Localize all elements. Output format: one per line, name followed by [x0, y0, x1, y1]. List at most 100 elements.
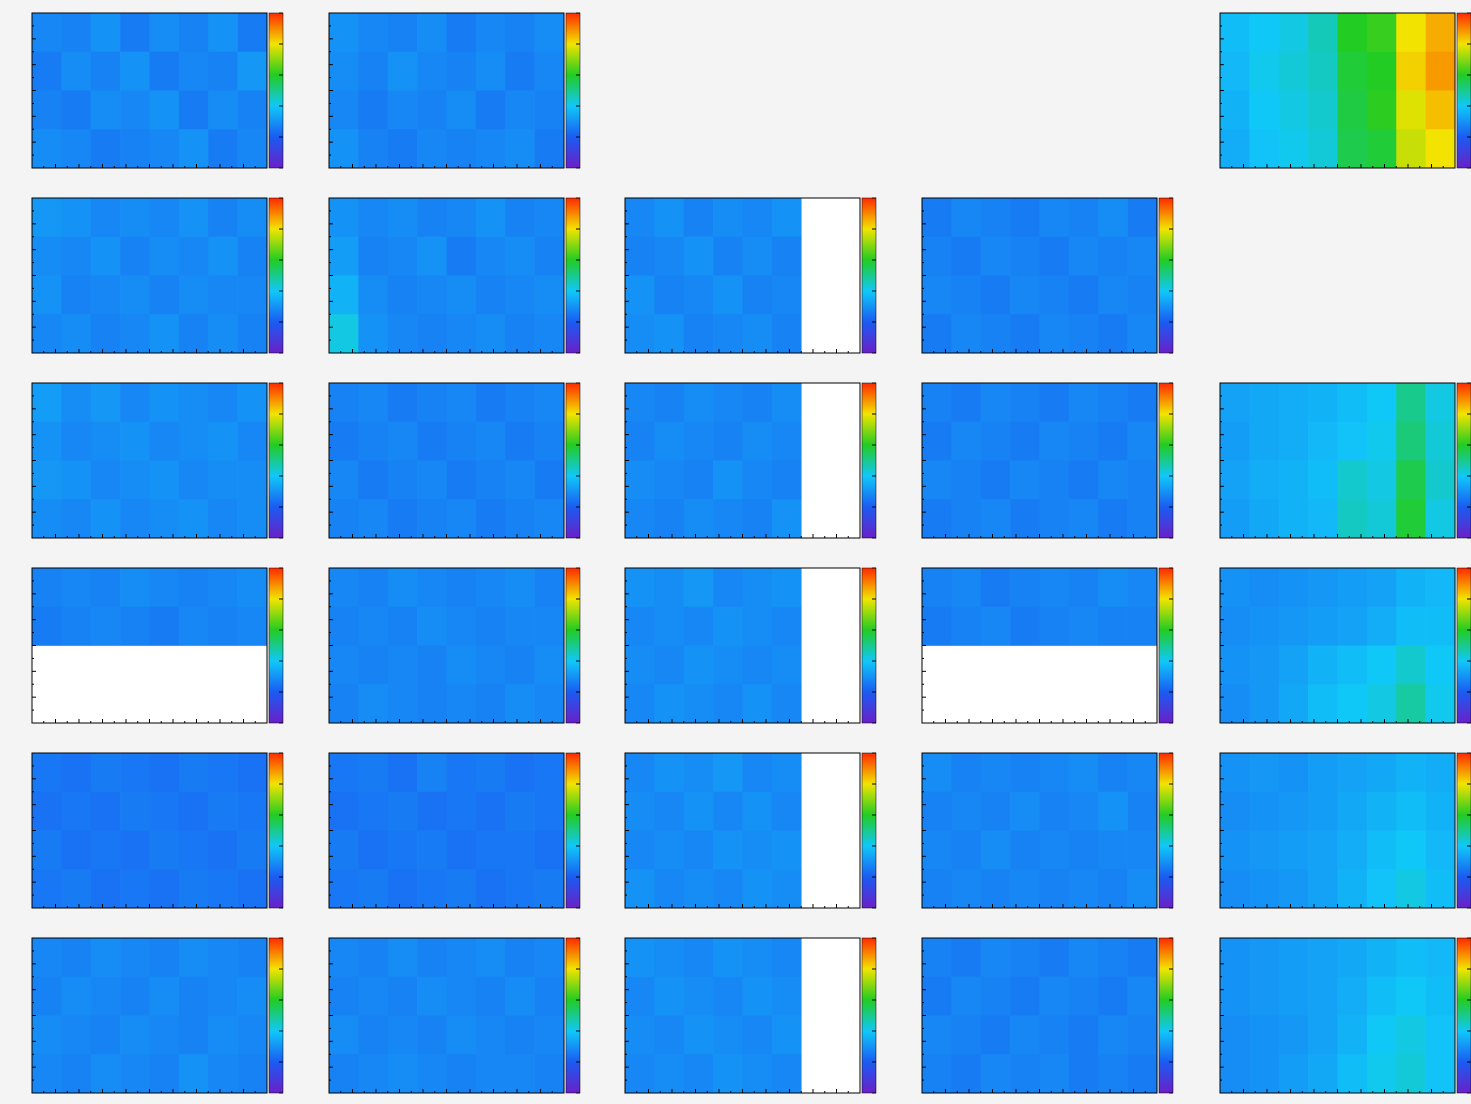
heatmap-cell — [237, 314, 268, 354]
heatmap-cell — [329, 1054, 359, 1094]
heatmap-cell — [149, 568, 180, 608]
heatmap-cell — [1337, 976, 1368, 1016]
heatmap-cell — [1098, 275, 1128, 315]
heatmap-cell — [1366, 938, 1397, 978]
heatmap-cell — [683, 976, 714, 1016]
heatmap-cell — [742, 275, 773, 315]
heatmap-cell — [742, 830, 773, 870]
heatmap-panel — [31, 937, 284, 1094]
heatmap-cell — [90, 198, 121, 238]
heatmap-cell — [713, 684, 743, 724]
heatmap-cell — [1337, 90, 1368, 130]
heatmap-cell — [1425, 460, 1456, 500]
heatmap-cell — [1249, 460, 1280, 500]
heatmap-cell — [742, 1015, 773, 1055]
heatmap-cell — [922, 421, 952, 461]
heatmap-cell — [1098, 869, 1128, 909]
heatmap-panel — [31, 197, 284, 354]
heatmap-cell — [1039, 1054, 1070, 1094]
heatmap-cell — [237, 129, 268, 169]
heatmap-cell — [771, 1054, 802, 1094]
heatmap-cell — [1220, 938, 1250, 978]
heatmap-cell — [61, 129, 92, 169]
heatmap-cell — [90, 791, 121, 831]
heatmap-cell — [417, 383, 447, 423]
heatmap-cell — [742, 236, 773, 276]
heatmap-cell — [771, 460, 802, 500]
heatmap-cell — [534, 976, 565, 1016]
heatmap-cell — [654, 684, 685, 724]
heatmap-cell — [654, 791, 685, 831]
heatmap-cell — [1098, 753, 1128, 793]
heatmap-cell — [149, 976, 180, 1016]
heatmap-cell — [625, 830, 655, 870]
heatmap-cell — [1308, 791, 1338, 831]
color-bar — [1158, 567, 1174, 724]
heatmap-cell — [237, 976, 268, 1016]
heatmap-cell — [208, 938, 238, 978]
heatmap-cell — [475, 869, 506, 909]
heatmap-cell — [208, 976, 238, 1016]
heatmap-cell — [534, 275, 565, 315]
heatmap-panel — [31, 382, 284, 539]
heatmap-cell — [237, 1015, 268, 1055]
heatmap-cell — [1249, 753, 1280, 793]
heatmap-cell — [417, 236, 447, 276]
heatmap-cell — [358, 568, 389, 608]
heatmap-cell — [32, 830, 62, 870]
heatmap-cell — [237, 198, 268, 238]
heatmap-cell — [32, 1054, 62, 1094]
heatmap-cell — [120, 198, 150, 238]
heatmap-cell — [505, 938, 535, 978]
heatmap-cell — [61, 568, 92, 608]
heatmap-cell — [1220, 129, 1250, 169]
heatmap-cell — [237, 753, 268, 793]
heatmap-cell — [208, 869, 238, 909]
heatmap-cell — [32, 236, 62, 276]
heatmap-cell — [1366, 830, 1397, 870]
heatmap-cell — [1220, 1015, 1250, 1055]
heatmap-cell — [329, 753, 359, 793]
heatmap-cell — [120, 568, 150, 608]
heatmap-cell — [1396, 421, 1426, 461]
heatmap-cell — [90, 383, 121, 423]
heatmap-cell — [1278, 568, 1309, 608]
heatmap-cell — [358, 684, 389, 724]
heatmap-cell — [1039, 791, 1070, 831]
heatmap-cell — [329, 1015, 359, 1055]
heatmap-cell — [417, 198, 447, 238]
heatmap-cell — [358, 645, 389, 685]
heatmap-cell — [683, 275, 714, 315]
heatmap-cell — [1337, 421, 1368, 461]
heatmap-cell — [1278, 90, 1309, 130]
heatmap-cell — [387, 236, 418, 276]
heatmap-cell — [32, 753, 62, 793]
heatmap-cell — [1278, 830, 1309, 870]
heatmap-cell — [1396, 129, 1426, 169]
heatmap-cell — [32, 1015, 62, 1055]
heatmap-cell — [683, 236, 714, 276]
heatmap-cell — [358, 976, 389, 1016]
heatmap-cell — [1127, 869, 1158, 909]
heatmap-cell — [90, 129, 121, 169]
heatmap-cell — [505, 568, 535, 608]
heatmap-cell — [90, 236, 121, 276]
heatmap-cell — [178, 314, 209, 354]
heatmap-cell — [534, 1015, 565, 1055]
heatmap-cell — [1366, 568, 1397, 608]
heatmap-cell — [208, 1054, 238, 1094]
heatmap-cell — [329, 90, 359, 130]
heatmap-cell — [387, 460, 418, 500]
heatmap-cell — [149, 314, 180, 354]
heatmap-cell — [1337, 129, 1368, 169]
heatmap-panel — [921, 937, 1174, 1094]
heatmap-cell — [980, 383, 1011, 423]
heatmap-cell — [1337, 13, 1368, 53]
heatmap-cell — [178, 51, 209, 91]
heatmap-cell — [1308, 684, 1338, 724]
heatmap-cell — [1366, 869, 1397, 909]
heatmap-cell — [446, 198, 477, 238]
heatmap-cell — [771, 314, 802, 354]
heatmap-cell — [654, 275, 685, 315]
heatmap-cell — [534, 791, 565, 831]
